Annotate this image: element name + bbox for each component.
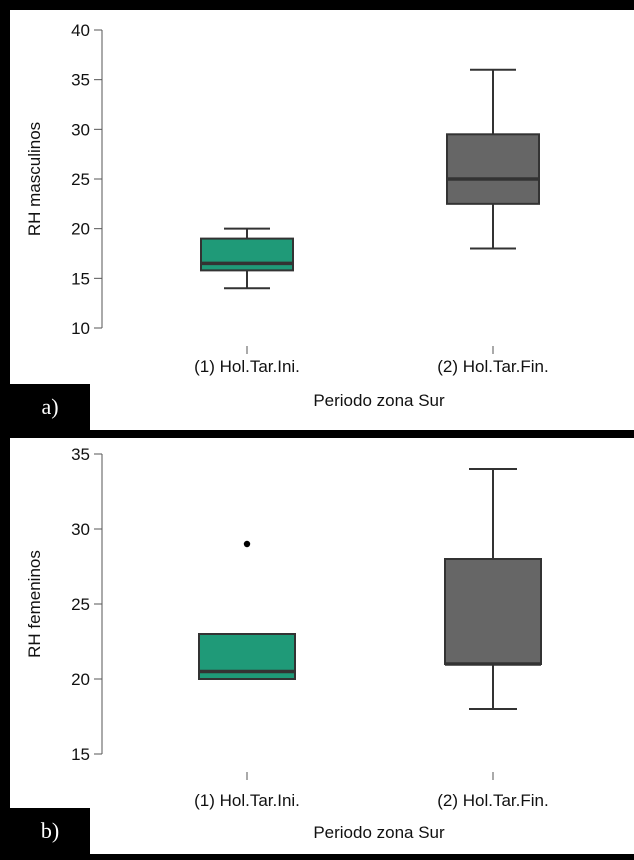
y-tick-label: 25 xyxy=(71,170,90,189)
x-axis-title: Periodo zona Sur xyxy=(313,391,445,410)
y-tick-label: 10 xyxy=(71,319,90,338)
x-tick-label: (1) Hol.Tar.Ini. xyxy=(194,791,300,810)
y-axis-title: RH femeninos xyxy=(25,550,44,658)
x-tick-label: (2) Hol.Tar.Fin. xyxy=(437,357,548,376)
y-tick-label: 20 xyxy=(71,670,90,689)
outlier-point xyxy=(243,540,251,548)
y-tick-label: 30 xyxy=(71,520,90,539)
box-1 xyxy=(200,227,294,290)
y-tick-label: 35 xyxy=(71,71,90,90)
x-tick-label: (2) Hol.Tar.Fin. xyxy=(437,791,548,810)
chart-b: 15 20 25 30 35 RH femeninos (1) Hol.Tar.Ini. (2… xyxy=(25,445,549,842)
chart-a: 10 15 20 25 30 35 40 RH masculinos (1) Hol.Tar.I… xyxy=(25,21,549,410)
box-1 xyxy=(198,540,296,680)
y-tick-label: 15 xyxy=(71,269,90,288)
box-iqr xyxy=(444,558,542,665)
box-2 xyxy=(444,468,542,710)
panel-label-a: a) xyxy=(10,384,90,430)
box-iqr xyxy=(200,237,294,272)
box-iqr xyxy=(446,133,540,205)
box-2 xyxy=(446,68,540,250)
x-axis-title: Periodo zona Sur xyxy=(313,823,445,842)
y-tick-label: 35 xyxy=(71,445,90,464)
x-tick-label: (1) Hol.Tar.Ini. xyxy=(194,357,300,376)
y-tick-label: 25 xyxy=(71,595,90,614)
y-axis-title: RH masculinos xyxy=(25,122,44,236)
y-tick-label: 40 xyxy=(71,21,90,40)
y-tick-label: 15 xyxy=(71,745,90,764)
y-tick-label: 30 xyxy=(71,120,90,139)
panel-a: 10 15 20 25 30 35 40 RH masculinos (1) Hol.Tar.I… xyxy=(10,10,634,430)
panel-b: 15 20 25 30 35 RH femeninos (1) Hol.Tar.Ini. (2… xyxy=(10,438,634,854)
panel-label-b: b) xyxy=(10,808,90,854)
y-tick-label: 20 xyxy=(71,220,90,239)
